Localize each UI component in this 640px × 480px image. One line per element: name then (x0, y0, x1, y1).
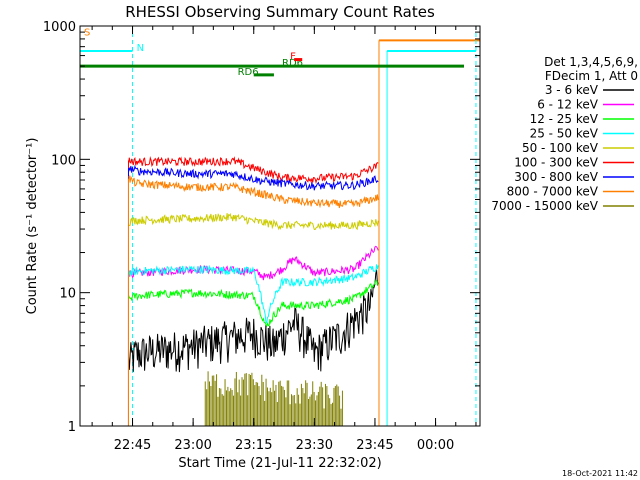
annotation-label: F (290, 52, 296, 63)
plot-frame (79, 25, 481, 427)
x-tick-label: 22:45 (114, 438, 151, 453)
legend-label: 6 - 12 keV (537, 98, 599, 112)
y-tick-label: 100 (51, 153, 76, 168)
y-axis-label: Count Rate (s⁻¹ detector⁻¹) (25, 138, 40, 315)
legend-title-line-1: Det 1,3,4,5,6,9, (544, 55, 638, 69)
y-tick-label: 1000 (43, 20, 76, 35)
y-tick-label: 10 (59, 287, 76, 302)
series-12-25-kev (128, 279, 379, 328)
chart-title: RHESSI Observing Summary Count Rates (125, 3, 435, 21)
x-axis-label: Start Time (21-Jul-11 22:32:02) (178, 456, 381, 471)
x-tick-label: 00:00 (417, 438, 454, 453)
legend-label: 3 - 6 keV (545, 83, 599, 97)
x-ticks: 22:45 23:00 23:15 23:30 23:45 00:00 (91, 26, 477, 453)
legend-label: 12 - 25 keV (530, 112, 599, 126)
annotation-label: S (84, 27, 90, 38)
series-800-7000-kev (128, 174, 379, 209)
legend-label: 25 - 50 keV (530, 127, 599, 141)
series-25-50-kev (128, 264, 379, 325)
annotation-label: N (137, 43, 144, 54)
series-100-300-kev (128, 156, 379, 185)
footer-date: 18-Oct-2021 11:42 (562, 469, 638, 478)
legend-label: 100 - 300 keV (514, 156, 598, 170)
series-7000-15000-kev (204, 371, 343, 426)
y-tick-label: 1 (68, 420, 76, 435)
x-tick-label: 23:00 (174, 438, 211, 453)
series-300-800-kev (128, 164, 379, 191)
annotation-label: RD6 (238, 67, 259, 78)
series-group (127, 156, 379, 426)
y-ticks: 1 10 100 1000 (43, 20, 480, 435)
legend-title-line-2: FDecim 1, Att 0 (545, 69, 638, 83)
annotation-label: RD6 (282, 58, 303, 69)
x-tick-label: 23:30 (296, 438, 333, 453)
legend-label: 300 - 800 keV (514, 170, 598, 184)
x-tick-label: 23:15 (235, 438, 272, 453)
x-tick-label: 23:45 (356, 438, 393, 453)
legend-label: 7000 - 15000 keV (491, 199, 598, 213)
series-3-6-kev (128, 269, 379, 373)
series-50-100-kev (128, 212, 379, 231)
legend-label: 50 - 100 keV (522, 141, 599, 155)
legend-label: 800 - 7000 keV (507, 185, 599, 199)
